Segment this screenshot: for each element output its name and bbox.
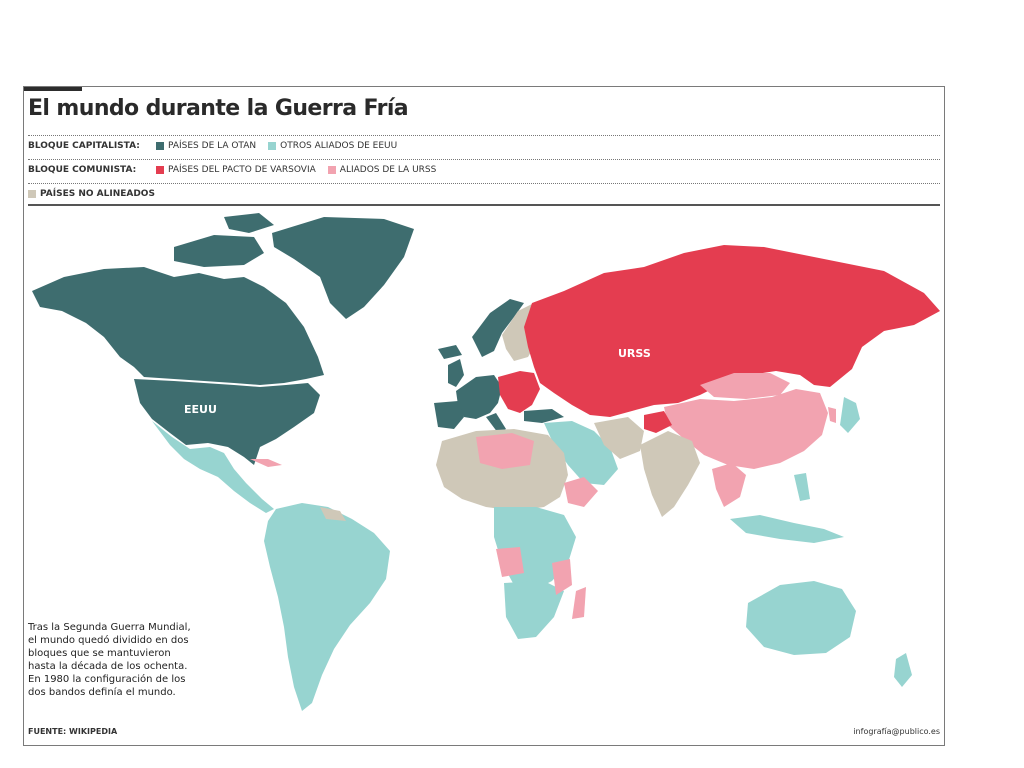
credit-label: infografía@publico.es	[853, 727, 940, 736]
eastern-europe-shape	[498, 371, 540, 413]
madagascar-shape	[572, 587, 586, 619]
us-allies-swatch	[268, 141, 277, 150]
legend-item-non-aligned: PAÍSES NO ALINEADOS	[28, 189, 155, 199]
legend-non-aligned-row: PAÍSES NO ALINEADOS	[28, 183, 940, 203]
legend-item-us-allies: OTROS ALIADOS DE EEUU	[268, 141, 397, 151]
iberia-shape	[434, 401, 464, 429]
guyanas-shape	[320, 507, 346, 521]
footer: FUENTE: WIKIPEDIA infografía@publico.es	[28, 727, 940, 741]
mexico-shape	[152, 421, 274, 513]
ethiopia-shape	[564, 477, 598, 507]
legend-item-nato: PAÍSES DE LA OTAN	[156, 141, 256, 151]
arctic-islands-shape	[224, 213, 274, 233]
legend-item-label: OTROS ALIADOS DE EEUU	[280, 140, 398, 151]
legend-communist-label: BLOQUE COMUNISTA:	[28, 164, 137, 175]
legend-item-ussr-allies: ALIADOS DE LA URSS	[327, 164, 437, 175]
world-map: EEUU URSS	[32, 213, 940, 711]
legend-divider	[28, 204, 940, 206]
legend-item-warsaw: PAÍSES DEL PACTO DE VARSOVIA	[156, 165, 316, 175]
ussr-shape	[524, 245, 940, 417]
infographic-frame: El mundo durante la Guerra Fría BLOQUE C…	[23, 86, 945, 746]
australia-shape	[746, 581, 856, 655]
warsaw-swatch	[156, 165, 164, 174]
legend-communist-row: BLOQUE COMUNISTA: PAÍSES DEL PACTO DE VA…	[28, 159, 940, 179]
western-europe-shape	[456, 375, 502, 419]
iceland-shape	[438, 345, 462, 359]
italy-shape	[486, 413, 506, 433]
canada-shape	[32, 267, 324, 385]
new-zealand-shape	[894, 653, 912, 687]
ussr-allies-swatch	[327, 165, 336, 174]
korea-shape	[828, 407, 836, 423]
greenland-shape	[272, 217, 414, 319]
india-shape	[640, 431, 700, 517]
legend-item-label: PAÍSES NO ALINEADOS	[40, 188, 155, 199]
title-accent-bar	[24, 87, 82, 91]
indonesia-shape	[730, 515, 844, 543]
libya-algeria-shape	[476, 433, 534, 469]
arctic-islands-shape	[174, 235, 264, 267]
mozambique-shape	[552, 559, 572, 595]
south-america-shape	[264, 503, 390, 711]
legend-item-label: PAÍSES DEL PACTO DE VARSOVIA	[168, 164, 316, 175]
cuba-shape	[250, 459, 282, 467]
non-aligned-swatch	[28, 189, 36, 198]
china-shape	[664, 389, 828, 469]
north-africa-shape	[436, 429, 568, 511]
southern-africa-shape	[504, 581, 564, 639]
ussr-label: URSS	[618, 347, 651, 360]
nato-swatch	[156, 141, 164, 150]
legend-capitalist-row: BLOQUE CAPITALISTA: PAÍSES DE LA OTAN OT…	[28, 135, 940, 155]
uk-shape	[448, 359, 464, 387]
source-label: FUENTE: WIKIPEDIA	[28, 727, 118, 736]
afghanistan-shape	[644, 411, 672, 433]
usa-shape	[134, 379, 320, 465]
mongolia-shape	[700, 373, 790, 399]
iran-shape	[594, 417, 644, 459]
indochina-shape	[712, 463, 746, 507]
legend-item-label: ALIADOS DE LA URSS	[339, 164, 437, 175]
description-note: Tras la Segunda Guerra Mundial, el mundo…	[28, 622, 191, 698]
page-title: El mundo durante la Guerra Fría	[28, 96, 409, 121]
philippines-shape	[794, 473, 810, 501]
middle-east-shape	[544, 421, 618, 485]
angola-shape	[496, 547, 524, 577]
usa-label: EEUU	[184, 403, 217, 416]
turkey-shape	[524, 409, 564, 423]
japan-shape	[840, 397, 860, 433]
legend-item-label: PAÍSES DE LA OTAN	[168, 140, 257, 151]
legend-capitalist-label: BLOQUE CAPITALISTA:	[28, 140, 140, 151]
norway-shape	[472, 299, 524, 357]
